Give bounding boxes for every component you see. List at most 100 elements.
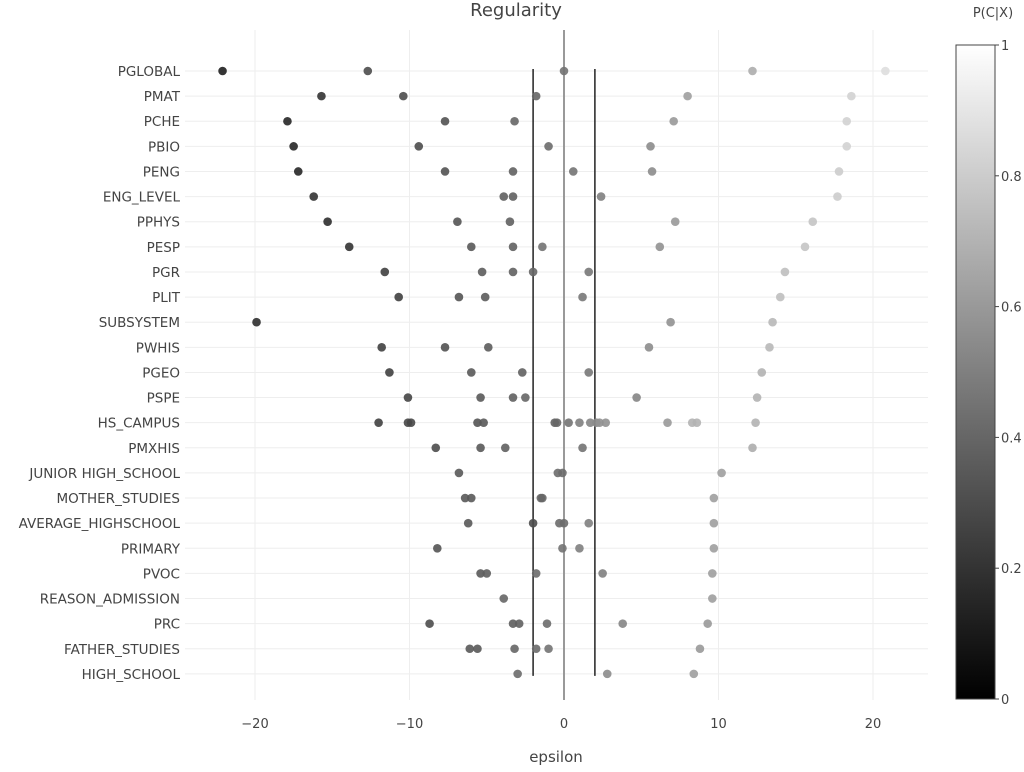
data-point — [780, 267, 790, 277]
data-point — [709, 518, 719, 528]
colorbar-tick-label: 0.2 — [1001, 562, 1022, 577]
data-point — [544, 644, 553, 654]
data-point — [695, 644, 705, 654]
data-point — [425, 619, 434, 628]
data-point — [834, 167, 844, 176]
colorbar: P(C|X) 0 0.2 0.4 0.6 0.8 1 — [955, 6, 1022, 708]
data-point — [748, 66, 757, 76]
data-point — [467, 493, 476, 503]
data-point — [602, 669, 612, 679]
data-point — [601, 418, 611, 427]
grid — [185, 30, 928, 700]
data-point — [808, 217, 818, 227]
data-point — [709, 543, 719, 553]
data-point — [433, 543, 442, 553]
data-point — [598, 569, 607, 578]
x-tick-label: −20 — [241, 717, 268, 732]
data-point — [531, 644, 541, 654]
y-tick-label: PRIMARY — [121, 541, 181, 557]
data-point — [578, 443, 587, 453]
data-point — [508, 192, 518, 201]
y-tick-label: HIGH_SCHOOL — [82, 667, 181, 683]
x-axis-label: epsilon — [529, 748, 583, 766]
y-tick-label: PGLOBAL — [118, 64, 181, 80]
data-point — [595, 418, 604, 427]
data-point — [499, 192, 509, 201]
data-point — [751, 418, 760, 427]
data-point — [517, 368, 527, 377]
data-point — [564, 418, 573, 427]
y-tick-label: REASON_ADMISSION — [40, 592, 180, 608]
data-point — [578, 292, 587, 302]
data-point — [717, 468, 726, 478]
data-point — [374, 418, 383, 427]
y-tick-label: PPHYS — [137, 215, 180, 231]
data-point — [703, 619, 712, 628]
y-tick-label: PVOC — [143, 566, 180, 582]
y-tick-label: PGR — [152, 265, 180, 281]
data-point — [542, 619, 552, 628]
y-tick-label: PENG — [143, 164, 180, 180]
data-point — [505, 217, 515, 227]
data-point — [776, 292, 785, 302]
colorbar-tick-label: 0.4 — [1001, 431, 1022, 446]
data-point — [309, 192, 319, 201]
data-point — [460, 493, 470, 503]
data-point — [394, 292, 403, 302]
data-point — [833, 192, 842, 201]
x-tick-label: 10 — [710, 717, 727, 732]
data-point — [584, 368, 594, 377]
data-point — [842, 116, 852, 126]
data-point — [453, 217, 462, 227]
y-tick-label: AVERAGE_HIGHSCHOOL — [19, 516, 181, 532]
colorbar-tick-label: 0.6 — [1001, 301, 1022, 316]
data-point — [283, 116, 292, 126]
y-tick-label: JUNIOR HIGH_SCHOOL — [28, 466, 180, 482]
data-point — [531, 569, 541, 578]
data-point — [708, 569, 717, 578]
data-point — [559, 66, 569, 76]
data-point — [293, 167, 303, 176]
data-point — [476, 393, 485, 402]
y-tick-label: PSPE — [147, 391, 180, 407]
data-point — [499, 594, 509, 603]
data-point — [538, 493, 547, 503]
x-tick-label: 0 — [560, 717, 568, 732]
y-tick-label: SUBSYSTEM — [99, 315, 180, 331]
colorbar-tick-label: 1 — [1001, 39, 1009, 54]
data-point — [431, 443, 441, 453]
y-tick-label: PBIO — [148, 139, 180, 155]
y-tick-label: PMAT — [144, 89, 181, 105]
data-point — [252, 317, 261, 327]
data-point — [377, 343, 386, 352]
data-point — [585, 418, 595, 427]
data-point — [632, 393, 641, 402]
x-tick-label: −10 — [396, 717, 423, 732]
data-point — [440, 343, 450, 352]
data-point — [757, 368, 767, 377]
y-tick-label: PCHE — [144, 114, 180, 130]
data-point — [800, 242, 810, 252]
data-point — [748, 443, 757, 453]
y-tick-label: PGEO — [142, 365, 180, 381]
data-point — [476, 443, 485, 453]
data-point — [473, 644, 482, 654]
x-axis-ticks: −20 −10 0 10 20 — [241, 717, 881, 732]
data-point — [575, 418, 584, 427]
data-point — [765, 343, 774, 352]
data-point — [483, 343, 493, 352]
data-point — [689, 669, 699, 679]
data-point — [403, 393, 413, 402]
data-point — [500, 443, 510, 453]
data-point — [508, 267, 518, 277]
data-point — [584, 518, 594, 528]
data-point — [467, 242, 476, 252]
colorbar-title: P(C|X) — [973, 6, 1013, 21]
data-point — [531, 91, 541, 101]
y-tick-label: FATHER_STUDIES — [64, 642, 180, 658]
data-point — [473, 418, 482, 427]
data-point — [692, 418, 702, 427]
data-point — [440, 167, 450, 176]
data-point — [646, 142, 655, 151]
